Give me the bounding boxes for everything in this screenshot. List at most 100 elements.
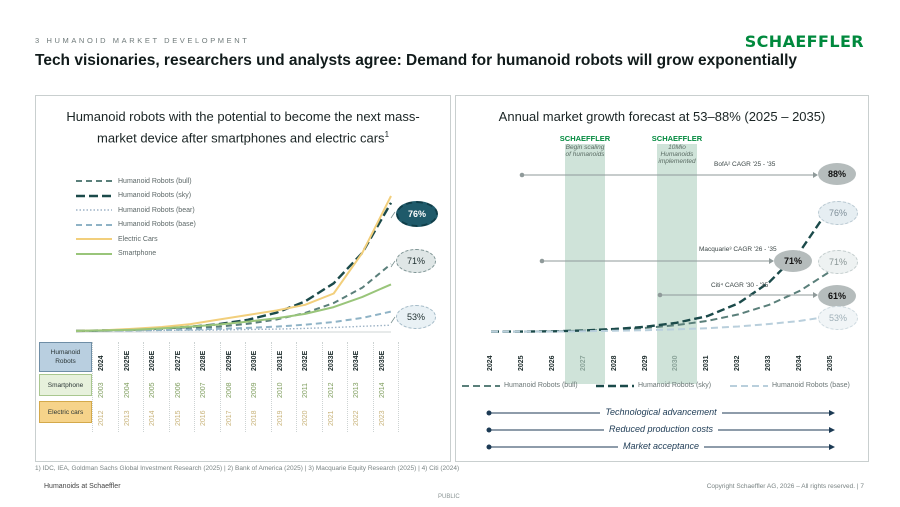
right-year-label: 2027 [579, 355, 587, 371]
legend-swatch-1 [76, 194, 112, 197]
year-label: 2012 [98, 410, 105, 426]
year-grid-divider [92, 342, 93, 432]
legend-item-sky: Humanoid Robots (sky) [596, 382, 711, 389]
row-label-electric-cars: Electric cars [39, 401, 92, 423]
driver-label-acceptance: Market acceptance [617, 441, 705, 451]
right-year-label: 2029 [641, 355, 649, 371]
driver-arrow-costs: Reduced production costs [486, 424, 836, 435]
forecast-arrow-0 [519, 172, 818, 178]
legend-item-base: Humanoid Robots (base) [730, 382, 850, 389]
year-label: 2032E [302, 350, 309, 371]
year-grid-divider [372, 342, 374, 432]
brand-logo: SCHAEFFLER [744, 32, 864, 51]
legend-item-2: Humanoid Robots (bear) [76, 205, 195, 215]
footer-left-label: Humanoids at Schaeffler [44, 483, 121, 490]
year-grid-divider [321, 342, 323, 432]
badge-citi-61: 61% [818, 285, 856, 307]
badge-pointer-2 [390, 316, 396, 324]
year-label: 2020 [302, 410, 309, 426]
footer-classification: PUBLIC [438, 494, 460, 500]
legend-swatch-4 [76, 238, 112, 240]
year-label: 2018 [251, 410, 258, 426]
year-grid-divider [245, 342, 246, 432]
legend-label-3: Humanoid Robots (base) [118, 221, 196, 228]
badge-pointer-1 [390, 260, 396, 268]
year-label: 2013 [353, 382, 360, 398]
year-label: 2027E [174, 350, 182, 371]
forecast-arrow-1 [539, 258, 774, 264]
forecast-label-citi: Citi⁴ CAGR '30 - '35 [711, 282, 769, 289]
year-label: 2011 [302, 382, 309, 398]
year-grid-divider [219, 342, 221, 432]
right-series-line-2 [491, 315, 832, 333]
band-2027 [565, 144, 605, 384]
legend-item-3: Humanoid Robots (base) [76, 220, 196, 230]
year-label: 2017 [225, 410, 233, 426]
right-chart-title: Annual market growth forecast at 53–88% … [498, 109, 826, 124]
badge-pointer-0 [390, 211, 396, 219]
badge-scenario-71: 71% [818, 250, 858, 274]
year-label: 2012 [327, 382, 335, 398]
left-title-footnote: 1 [384, 130, 390, 139]
year-label: 2034E [353, 350, 360, 371]
left-title-line1: Humanoid robots with the potential to be… [66, 109, 420, 124]
badge-sky-76: 76% [396, 201, 438, 227]
right-year-label: 2024 [487, 355, 494, 371]
legend-label-2: Humanoid Robots (bear) [118, 206, 195, 214]
year-label: 2013 [123, 410, 131, 426]
badge-base-53: 53% [396, 305, 436, 329]
page-title: Tech visionaries, researchers und analys… [35, 52, 798, 69]
left-series-line-1 [75, 202, 393, 333]
band-brand-1: SCHAEFFLER [559, 134, 611, 143]
legend-label-sky: Humanoid Robots (sky) [638, 382, 712, 389]
year-label: 2015 [174, 410, 182, 426]
right-series-line-1 [491, 205, 832, 333]
right-year-label: 2031 [703, 355, 711, 371]
forecast-label-bofa: BofA² CAGR '25 - '35 [714, 161, 776, 168]
legend-swatch-2 [76, 209, 112, 211]
right-year-label: 2032 [734, 355, 742, 371]
year-label: 2016 [200, 410, 207, 426]
badge-bofa-88: 88% [818, 163, 856, 185]
year-label: 2006 [174, 382, 182, 398]
legend-swatch-0 [76, 180, 112, 182]
year-grid-divider [398, 342, 399, 432]
year-label: 2035E [378, 350, 386, 371]
year-grid-divider [270, 342, 272, 432]
footer-copyright: Copyright Schaeffler AG, 2026 – All righ… [706, 483, 864, 490]
year-label: 2019 [276, 410, 284, 426]
legend-label-1: Humanoid Robots (sky) [118, 192, 192, 199]
row-label-smartphone: Smartphone [39, 374, 92, 396]
driver-arrow-acceptance: Market acceptance [486, 441, 836, 452]
year-label: 2025E [123, 350, 131, 371]
badge-bull-71: 71% [396, 249, 436, 273]
year-label: 2007 [200, 382, 207, 398]
band-note-begin-scaling: Begin scaling of humanoids [565, 144, 605, 158]
year-label: 2009 [251, 382, 258, 398]
year-grid-divider [143, 342, 144, 432]
left-chart-title: Humanoid robots with the potential to be… [36, 108, 450, 147]
year-label: 2008 [225, 382, 233, 398]
year-label: 2014 [149, 410, 156, 426]
right-line-chart [491, 172, 832, 333]
legend-item-4: Electric Cars [76, 234, 158, 244]
legend-item-1: Humanoid Robots (sky) [76, 191, 191, 201]
year-label: 2029E [225, 350, 233, 371]
year-label: 2010 [276, 382, 284, 398]
year-label: 2003 [98, 382, 105, 398]
badge-macquarie-71: 71% [774, 250, 812, 272]
right-year-label: 2030 [672, 355, 680, 371]
legend-swatch-3 [76, 223, 112, 226]
forecast-label-macquarie: Macquarie³ CAGR '26 - '35 [699, 246, 777, 253]
driver-arrow-technology: Technological advancement [486, 407, 836, 418]
legend-item-5: Smartphone [76, 249, 156, 259]
band-brand-2: SCHAEFFLER [651, 134, 703, 143]
badge-scenario-53: 53% [818, 306, 858, 330]
year-label: 2004 [123, 382, 131, 398]
year-grid-divider [296, 342, 297, 432]
forecast-arrow-2 [657, 292, 818, 298]
right-chart-panel: Annual market growth forecast at 53–88% … [455, 95, 869, 462]
section-label: 3 HUMANOID MARKET DEVELOPMENT [35, 36, 250, 45]
left-series-line-5 [75, 283, 392, 332]
right-year-label: 2033 [765, 355, 773, 371]
